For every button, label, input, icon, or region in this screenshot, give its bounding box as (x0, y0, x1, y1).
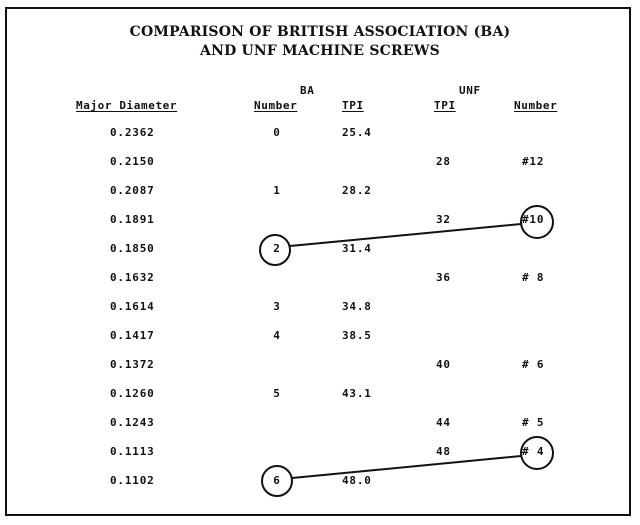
connector-line-6-to-4 (291, 455, 522, 479)
unf-tpi-cell: 32 (436, 213, 451, 226)
ba-number-cell: 0 (273, 126, 281, 139)
major-diameter-cell: 0.1417 (110, 329, 155, 342)
unf-number-cell: # 4 (522, 445, 545, 458)
unf-tpi-cell: 40 (436, 358, 451, 371)
major-diameter-cell: 0.2362 (110, 126, 155, 139)
unf-number-cell: # 8 (522, 271, 545, 284)
header-major-diameter: Major Diameter (76, 99, 178, 112)
ba-number-cell: 1 (273, 184, 281, 197)
major-diameter-cell: 0.1102 (110, 474, 155, 487)
circle-ba-6 (261, 465, 293, 497)
ba-number-cell: 2 (273, 242, 281, 255)
circle-unf-4 (520, 436, 554, 470)
major-diameter-cell: 0.1113 (110, 445, 155, 458)
header-ba-group: BA (300, 84, 315, 97)
title-line-1: COMPARISON OF BRITISH ASSOCIATION (BA) (129, 24, 511, 40)
unf-number-cell: #12 (522, 155, 545, 168)
major-diameter-cell: 0.1372 (110, 358, 155, 371)
ba-number-cell: 3 (273, 300, 281, 313)
ba-number-cell: 4 (273, 329, 281, 342)
unf-tpi-cell: 44 (436, 416, 451, 429)
connector-line-2-to-10 (289, 223, 522, 247)
unf-number-cell: #10 (522, 213, 545, 226)
major-diameter-cell: 0.1260 (110, 387, 155, 400)
title-line-2: AND UNF MACHINE SCREWS (200, 43, 440, 59)
header-ba-number: Number (254, 99, 298, 112)
major-diameter-cell: 0.1891 (110, 213, 155, 226)
major-diameter-cell: 0.1614 (110, 300, 155, 313)
ba-tpi-cell: 25.4 (342, 126, 372, 139)
header-ba-tpi: TPI (342, 99, 364, 112)
table-frame (5, 7, 631, 516)
circle-ba-2 (259, 234, 291, 266)
major-diameter-cell: 0.2087 (110, 184, 155, 197)
ba-number-cell: 6 (273, 474, 281, 487)
ba-number-cell: 5 (273, 387, 281, 400)
unf-tpi-cell: 36 (436, 271, 451, 284)
header-unf-tpi: TPI (434, 99, 456, 112)
unf-number-cell: # 5 (522, 416, 545, 429)
ba-tpi-cell: 34.8 (342, 300, 372, 313)
unf-number-cell: # 6 (522, 358, 545, 371)
ba-tpi-cell: 43.1 (342, 387, 372, 400)
header-unf-group: UNF (459, 84, 481, 97)
major-diameter-cell: 0.1632 (110, 271, 155, 284)
major-diameter-cell: 0.1850 (110, 242, 155, 255)
ba-tpi-cell: 28.2 (342, 184, 372, 197)
ba-tpi-cell: 38.5 (342, 329, 372, 342)
circle-unf-10 (520, 205, 554, 239)
header-unf-number: Number (514, 99, 558, 112)
major-diameter-cell: 0.2150 (110, 155, 155, 168)
ba-tpi-cell: 31.4 (342, 242, 372, 255)
unf-tpi-cell: 28 (436, 155, 451, 168)
unf-tpi-cell: 48 (436, 445, 451, 458)
major-diameter-cell: 0.1243 (110, 416, 155, 429)
ba-tpi-cell: 48.0 (342, 474, 372, 487)
